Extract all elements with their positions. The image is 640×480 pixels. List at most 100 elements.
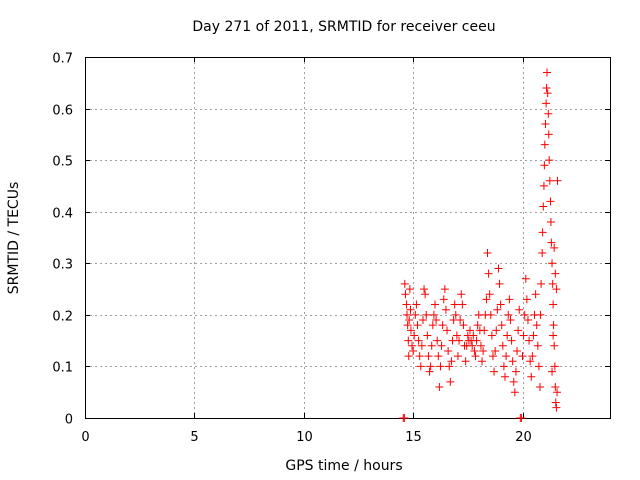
data-point: [511, 367, 520, 376]
data-point: [552, 403, 561, 412]
x-tick-label: 20: [515, 430, 532, 445]
data-point: [499, 362, 508, 371]
data-point: [541, 120, 550, 129]
data-point: [550, 362, 559, 371]
data-point: [529, 331, 538, 340]
y-axis-ticks: 0 0.1 0.2 0.3 0.4 0.5 0.6 0.7: [52, 52, 610, 428]
data-point: [490, 367, 499, 376]
data-point: [459, 321, 468, 330]
data-point: [549, 300, 558, 309]
data-point: [543, 68, 551, 77]
data-point: [548, 279, 557, 288]
data-point: [515, 305, 524, 314]
data-point: [486, 310, 495, 319]
data-point: [534, 362, 543, 371]
data-point: [404, 352, 413, 361]
data-point: [426, 362, 435, 371]
data-point: [549, 321, 558, 330]
data-point: [514, 326, 523, 335]
data-point: [540, 140, 549, 149]
data-point: [546, 218, 555, 227]
data-point: [408, 341, 417, 350]
data-point: [406, 326, 415, 335]
data-point: [545, 176, 554, 185]
data-point: [553, 176, 562, 185]
data-point: [553, 388, 562, 397]
y-tick-label: 0.3: [52, 258, 73, 273]
data-point: [466, 326, 474, 335]
data-point: [538, 248, 547, 257]
data-point: [488, 352, 497, 361]
data-point: [507, 336, 516, 345]
data-point: [538, 228, 547, 237]
data-point: [539, 202, 548, 211]
data-point: [532, 321, 541, 330]
grid-lines: [85, 57, 610, 418]
data-point: [536, 310, 545, 319]
plot-frame: [85, 57, 611, 419]
data-point: [491, 346, 500, 355]
data-point: [543, 89, 552, 98]
data-point: [497, 321, 506, 330]
data-point: [519, 331, 528, 340]
y-tick-label: 0.7: [52, 52, 73, 67]
data-point: [546, 197, 555, 206]
data-point: [473, 321, 482, 330]
data-point: [517, 414, 526, 422]
data-point: [451, 310, 460, 319]
y-tick-label: 0.1: [52, 361, 73, 376]
data-point: [492, 326, 501, 335]
data-point: [424, 352, 433, 361]
data-point: [533, 341, 542, 350]
data-point: [443, 326, 452, 335]
data-point: [494, 264, 503, 273]
data-point: [525, 336, 534, 345]
data-point: [411, 310, 420, 319]
data-point: [503, 331, 512, 340]
data-point: [400, 279, 409, 288]
data-point: [434, 352, 443, 361]
data-point: [403, 321, 412, 330]
data-points: [399, 68, 562, 422]
data-point: [414, 336, 423, 345]
data-point: [542, 83, 551, 92]
data-point: [476, 341, 485, 350]
data-point: [498, 341, 507, 350]
data-point: [480, 326, 489, 335]
data-point: [461, 357, 470, 366]
data-point: [431, 300, 439, 309]
data-point: [523, 316, 532, 325]
data-point: [433, 336, 442, 345]
data-point: [409, 346, 418, 355]
data-point: [548, 367, 557, 376]
data-point: [420, 285, 429, 294]
data-point: [468, 341, 477, 350]
data-point: [456, 316, 465, 325]
data-point: [472, 336, 481, 345]
data-point: [445, 362, 454, 371]
data-point: [478, 357, 487, 366]
x-tick-label: 0: [81, 430, 89, 445]
data-point: [427, 341, 436, 350]
data-point: [416, 362, 425, 371]
data-point: [405, 285, 414, 294]
data-point: [428, 321, 437, 330]
data-point: [536, 383, 544, 392]
data-point: [550, 243, 559, 252]
data-point: [435, 383, 444, 392]
data-point: [444, 346, 453, 355]
data-point: [526, 357, 535, 366]
data-point: [493, 305, 502, 314]
data-point: [404, 336, 413, 345]
data-point: [544, 109, 553, 118]
data-point: [509, 377, 518, 386]
data-point: [412, 300, 421, 309]
x-axis-ticks: 0 5 10 15 20: [81, 57, 532, 445]
data-point: [441, 305, 450, 314]
data-point: [413, 321, 422, 330]
data-point: [458, 300, 467, 309]
x-tick-label: 15: [405, 430, 422, 445]
data-point: [440, 285, 449, 294]
data-point: [547, 238, 556, 247]
